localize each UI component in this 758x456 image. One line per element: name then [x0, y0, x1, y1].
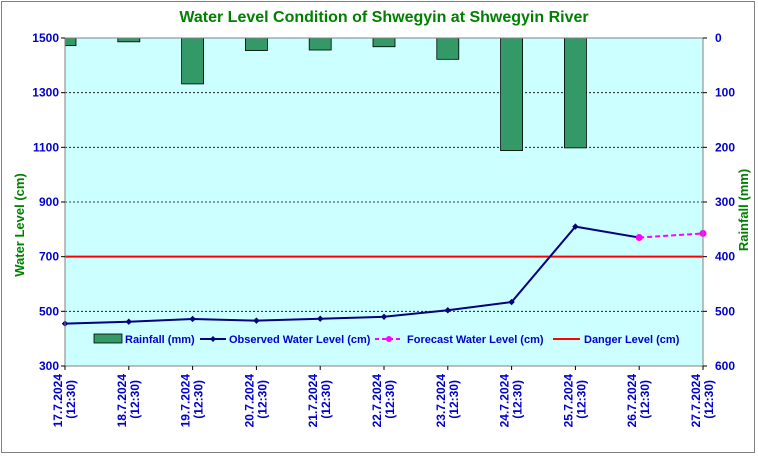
observed-point: [508, 298, 515, 306]
x-tick-label-time: (12:30): [192, 380, 206, 419]
rainfall-bar: [372, 37, 396, 48]
forecast-line: [639, 232, 704, 239]
x-tick-label-time: (12:30): [255, 380, 269, 419]
x-tick-label-group: 18.7.2024 (12:30): [115, 374, 142, 428]
legend-danger-label: Danger Level (cm): [584, 334, 680, 346]
x-tick-label-time: (12:30): [64, 380, 78, 419]
x-tick-label-group: 19.7.2024 (12:30): [179, 374, 206, 428]
legend-rainfall-swatch: [93, 333, 123, 344]
y-left-tick-label: 900: [39, 195, 59, 209]
observed-point: [444, 307, 451, 314]
y-left-tick-label: 1300: [32, 86, 59, 100]
y-axis-right-title: Rainfall (mm): [736, 169, 751, 251]
observed-point: [380, 313, 388, 320]
observed-point: [253, 317, 260, 324]
x-tick-label-group: 24.7.2024 (12:30): [498, 374, 525, 428]
legend-forecast-label: Forecast Water Level (cm): [407, 334, 544, 346]
x-tick-label-date: 19.7.2024: [179, 374, 193, 428]
x-tick-label-time: (12:30): [319, 380, 333, 419]
legend: Rainfall (mm) Observed Water Level (cm) Fo…: [93, 333, 680, 346]
rainfall-bar: [564, 37, 587, 149]
rainfall-bar: [181, 37, 205, 85]
y-right-tick-label: 100: [715, 86, 735, 100]
x-tick-label-group: 27.7.2024 (12:30): [689, 374, 716, 428]
x-tick-label-date: 22.7.2024: [370, 374, 384, 428]
y-left-tick-label: 500: [39, 304, 59, 318]
x-tick-label-group: 25.7.2024 (12:30): [561, 374, 588, 428]
x-tick-label-date: 18.7.2024: [115, 374, 129, 428]
x-tick-label-date: 23.7.2024: [434, 374, 448, 428]
x-tick-label-time: (12:30): [128, 380, 142, 419]
observed-line: [64, 225, 640, 325]
chart-title: Water Level Condition of Shwegyin at Shw…: [179, 9, 588, 26]
x-tick-label-time: (12:30): [574, 380, 588, 419]
x-tick-label-group: 26.7.2024 (12:30): [625, 374, 652, 428]
y-right-tick-label: 200: [715, 140, 735, 154]
x-tick-label-date: 21.7.2024: [306, 374, 320, 428]
rainfall-bar: [308, 37, 332, 51]
y-left-tick-label: 1500: [32, 31, 59, 45]
legend-rainfall-label: Rainfall (mm): [125, 334, 195, 346]
observed-point: [572, 223, 579, 230]
x-tick-label-date: 24.7.2024: [498, 374, 512, 428]
y-left-tick-label: 1100: [33, 140, 59, 154]
x-tick-label-date: 25.7.2024: [561, 374, 575, 428]
x-tick-label-time: (12:30): [383, 380, 397, 419]
x-tick-label-date: 17.7.2024: [51, 374, 65, 428]
x-tick-label-time: (12:30): [638, 380, 652, 419]
plot-area: 300 500 700 900 1100 1300 1500 0 100 200 300 400 500…: [32, 31, 735, 427]
observed-point: [189, 315, 196, 323]
legend-observed-marker: [210, 336, 216, 342]
x-tick-label-group: 20.7.2024 (12:30): [242, 374, 269, 428]
x-tick-label-date: 27.7.2024: [689, 374, 703, 428]
y-left-tick-label: 300: [39, 359, 59, 373]
legend-forecast-marker: [386, 336, 392, 342]
x-tick-label-time: (12:30): [702, 380, 716, 419]
x-tick-label-group: 22.7.2024 (12:30): [370, 374, 397, 428]
y-right-tick-label: 0: [715, 31, 722, 45]
observed-point: [125, 318, 132, 325]
x-tick-label-time: (12:30): [447, 380, 461, 419]
legend-observed-label: Observed Water Level (cm): [229, 334, 371, 346]
y-right-tick-label: 300: [715, 195, 735, 209]
rainfall-bar: [117, 37, 141, 43]
y-right-tick-label: 400: [715, 250, 735, 264]
rainfall-bar: [244, 37, 268, 51]
y-left-tick-label: 700: [39, 250, 59, 264]
x-tick-label-date: 20.7.2024: [242, 374, 256, 428]
y-right-tick-label: 500: [715, 304, 735, 318]
observed-point: [317, 315, 324, 322]
rainfall-bar: [64, 37, 77, 47]
rainfall-bar: [500, 37, 524, 152]
x-tick-label-date: 26.7.2024: [625, 374, 639, 428]
forecast-point: [635, 234, 643, 242]
plot-background: [65, 38, 703, 366]
x-tick-label-group: 21.7.2024 (12:30): [306, 374, 333, 428]
y-right-tick-label: 600: [715, 359, 735, 373]
x-tick-label-group: 17.7.2024 (12:30): [51, 374, 78, 428]
y-axis-left-title: Water Level (cm): [12, 173, 27, 277]
x-tick-label-time: (12:30): [511, 380, 525, 419]
rainfall-bar: [436, 37, 460, 60]
x-tick-label-group: 23.7.2024 (12:30): [434, 374, 461, 428]
